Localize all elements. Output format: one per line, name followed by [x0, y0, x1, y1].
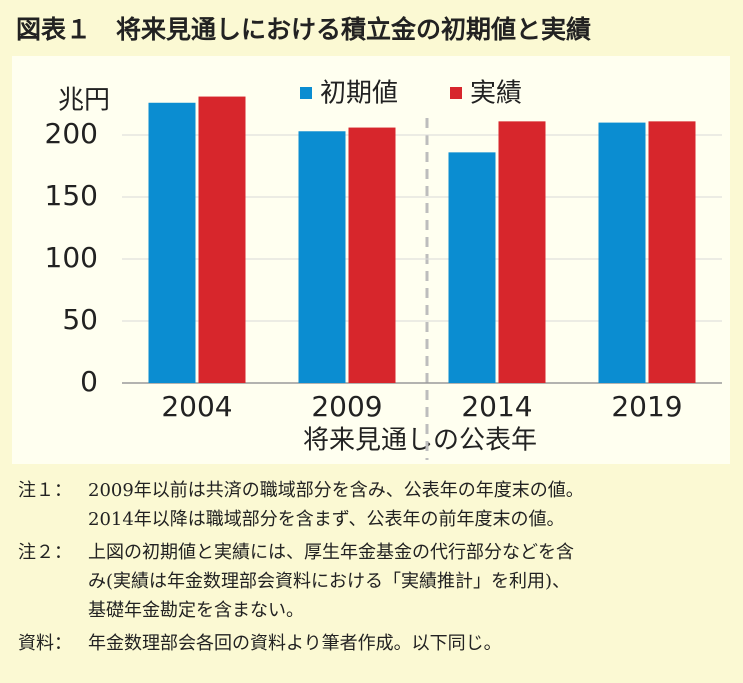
note-label: 資料： [18, 633, 72, 654]
bar [498, 121, 546, 384]
y-tick-label: 50 [62, 303, 98, 336]
y-tick-label: 0 [80, 365, 98, 398]
y-axis-label: 兆円 [58, 86, 110, 116]
y-tick-label: 200 [45, 117, 98, 150]
chart: 図表１ 将来見通しにおける積立金の初期値と実績 兆円 将来見通しの公表年 0 50… [12, 15, 730, 464]
legend-label: 初期値 [320, 79, 398, 109]
y-tick-label: 150 [45, 179, 98, 212]
note-line: 上図の初期値と実績には、厚生年金基金の代行部分などを含 [88, 542, 574, 563]
note-line: 年金数理部会各回の資料より筆者作成。以下同じ。 [88, 633, 502, 654]
bar [148, 102, 196, 383]
legend-swatch [450, 87, 462, 99]
x-tick-label: 2009 [311, 390, 382, 423]
legend-label: 実績 [470, 79, 522, 109]
bar [198, 96, 246, 383]
bar [448, 152, 496, 383]
bar [598, 122, 646, 383]
notes: 注１： 2009年以前は共済の職域部分を含み、公表年の年度末の値。 2014年以降は… [18, 476, 733, 662]
x-axis-label: 将来見通しの公表年 [303, 426, 537, 456]
note-line: 2009年以前は共済の職域部分を含み、公表年の年度末の値。 [88, 480, 584, 501]
note-label: 注２： [18, 542, 72, 563]
note: 資料： 年金数理部会各回の資料より筆者作成。以下同じ。 [18, 629, 733, 658]
note-lines: 2009年以前は共済の職域部分を含み、公表年の年度末の値。 2014年以降は職域部… [88, 476, 733, 534]
x-tick-label: 2004 [161, 390, 232, 423]
note-label: 注１： [18, 480, 72, 501]
note: 注１： 2009年以前は共済の職域部分を含み、公表年の年度末の値。 2014年以降は… [18, 476, 733, 534]
note-lines: 上図の初期値と実績には、厚生年金基金の代行部分などを含 み(実績は年金数理部会資料… [88, 538, 733, 625]
note-line: み(実績は年金数理部会資料における「実績推計」を利用)、 [88, 571, 571, 592]
note-lines: 年金数理部会各回の資料より筆者作成。以下同じ。 [88, 629, 733, 658]
bar [648, 121, 696, 384]
bar [298, 131, 346, 383]
note-line: 2014年以降は職域部分を含まず、公表年の前年度末の値。 [88, 509, 565, 530]
x-tick-label: 2019 [611, 390, 682, 423]
y-tick-label: 100 [45, 241, 98, 274]
note: 注２： 上図の初期値と実績には、厚生年金基金の代行部分などを含 み(実績は年金数理部… [18, 538, 733, 625]
x-tick-label: 2014 [461, 390, 532, 423]
chart-title: 図表１ 将来見通しにおける積立金の初期値と実績 [16, 15, 591, 44]
note-line: 基礎年金勘定を含まない。 [88, 600, 304, 621]
bar [348, 127, 396, 383]
legend-swatch [300, 87, 312, 99]
